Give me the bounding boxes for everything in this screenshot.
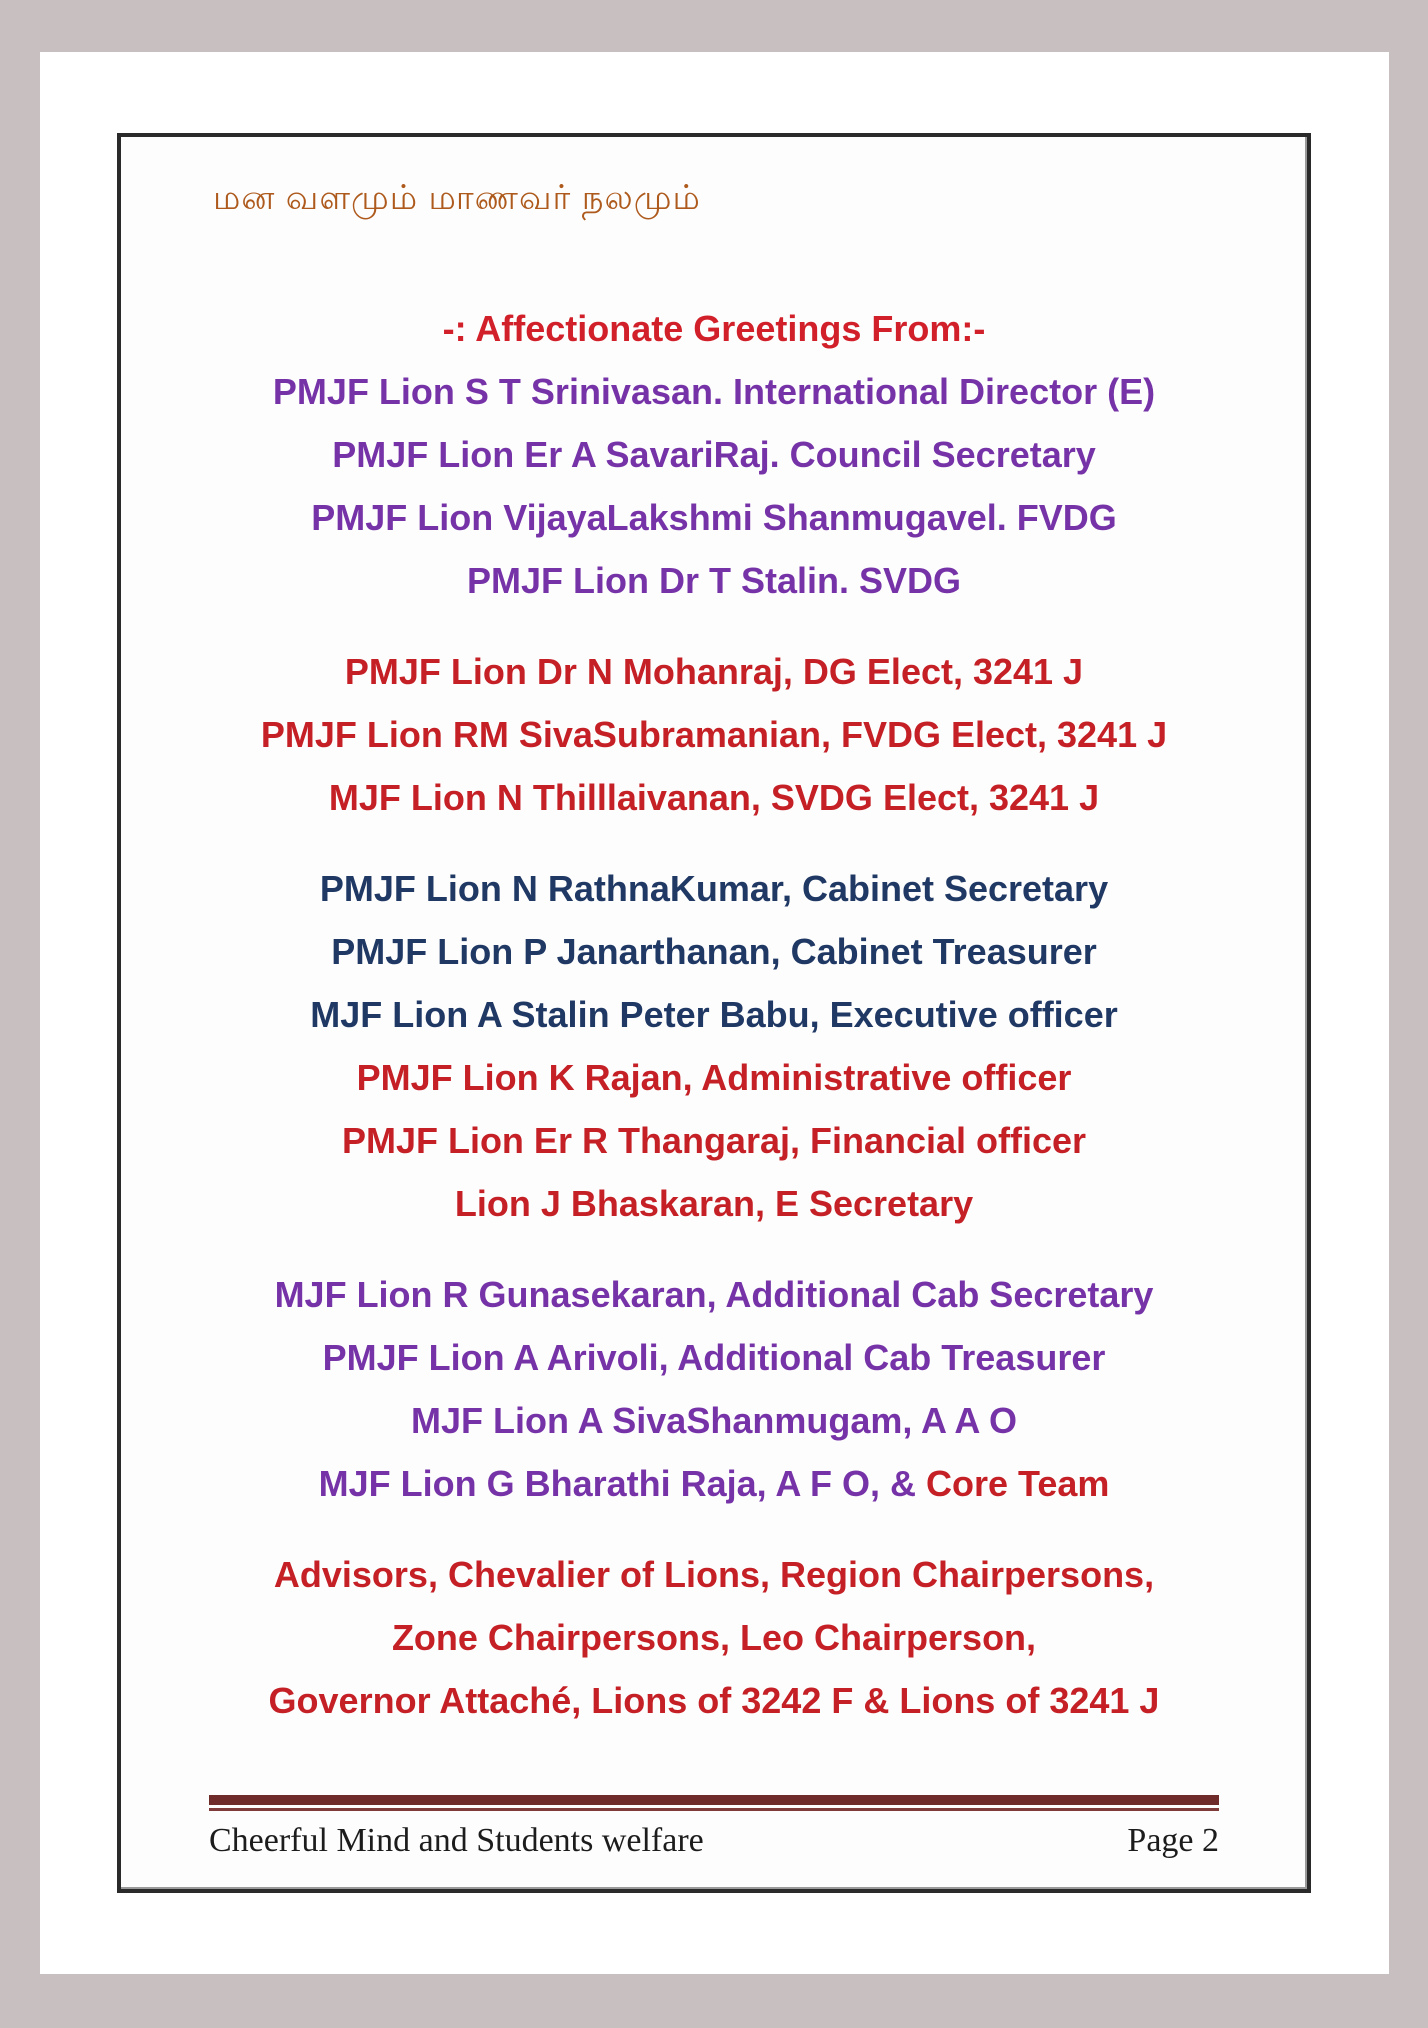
greeting-segment: PMJF Lion VijayaLakshmi Shanmugavel. FVD…	[311, 497, 1117, 538]
greeting-segment: MJF Lion A Stalin Peter Babu, Executive …	[310, 994, 1118, 1035]
greeting-segment: Lion J Bhaskaran, E Secretary	[454, 1183, 974, 1224]
greeting-segment: Governor Attaché, Lions of 3242 F & Lion…	[268, 1680, 1160, 1721]
greeting-segment: MJF Lion A SivaShanmugam, A A O	[410, 1400, 1018, 1441]
greeting-line: MJF Lion A Stalin Peter Babu, Executive …	[121, 983, 1307, 1046]
page-footer: Cheerful Mind and Students welfare Page …	[209, 1795, 1219, 1863]
tamil-header-text: மன வளமும் மாணவர் நலமும்	[213, 179, 701, 217]
greeting-line: PMJF Lion VijayaLakshmi Shanmugavel. FVD…	[121, 486, 1307, 549]
greeting-segment: Advisors, Chevalier of Lions, Region Cha…	[273, 1554, 1155, 1595]
greeting-segment: Core Team	[915, 1463, 1110, 1504]
greeting-segment: PMJF Lion P Janarthanan, Cabinet Treasur…	[331, 931, 1097, 972]
page-border-box: மன வளமும் மாணவர் நலமும் -: Affectionate …	[117, 133, 1311, 1893]
greeting-line: PMJF Lion P Janarthanan, Cabinet Treasur…	[121, 920, 1307, 983]
cabinet-officers-block: PMJF Lion N RathnaKumar, Cabinet Secreta…	[121, 857, 1307, 1235]
greeting-line: MJF Lion N Thilllaivanan, SVDG Elect, 32…	[121, 766, 1307, 829]
greeting-segment: PMJF Lion A Arivoli, Additional Cab Trea…	[322, 1337, 1106, 1378]
greeting-line: PMJF Lion Dr T Stalin. SVDG	[121, 549, 1307, 612]
greeting-segment: PMJF Lion Er R Thangaraj, Financial offi…	[341, 1120, 1087, 1161]
greeting-line: PMJF Lion S T Srinivasan. International …	[121, 360, 1307, 423]
greeting-blocks: -: Affectionate Greetings From:- PMJF Lio…	[121, 297, 1307, 1732]
greeting-line: Advisors, Chevalier of Lions, Region Cha…	[121, 1543, 1307, 1606]
greeting-line: PMJF Lion Dr N Mohanraj, DG Elect, 3241 …	[121, 640, 1307, 703]
greeting-segment: PMJF Lion S T Srinivasan. International …	[272, 371, 1156, 412]
dg-elect-block: PMJF Lion Dr N Mohanraj, DG Elect, 3241 …	[121, 640, 1307, 829]
greeting-segment: PMJF Lion K Rajan, Administrative office…	[356, 1057, 1072, 1098]
greeting-segment: PMJF Lion N RathnaKumar, Cabinet Secreta…	[319, 868, 1109, 909]
greeting-line: MJF Lion G Bharathi Raja, A F O, & Core …	[121, 1452, 1307, 1515]
greeting-segment: -: Affectionate Greetings From:-	[442, 308, 986, 349]
additional-officers-block: MJF Lion R Gunasekaran, Additional Cab S…	[121, 1263, 1307, 1515]
greeting-line: PMJF Lion A Arivoli, Additional Cab Trea…	[121, 1326, 1307, 1389]
greeting-line: PMJF Lion N RathnaKumar, Cabinet Secreta…	[121, 857, 1307, 920]
greeting-line: Lion J Bhaskaran, E Secretary	[121, 1172, 1307, 1235]
greeting-line: MJF Lion A SivaShanmugam, A A O	[121, 1389, 1307, 1452]
greeting-segment: MJF Lion R Gunasekaran, Additional Cab S…	[274, 1274, 1154, 1315]
greeting-line: PMJF Lion RM SivaSubramanian, FVDG Elect…	[121, 703, 1307, 766]
greetings-intro-block: -: Affectionate Greetings From:- PMJF Lio…	[121, 297, 1307, 612]
greeting-line: Zone Chairpersons, Leo Chairperson,	[121, 1606, 1307, 1669]
greeting-line: -: Affectionate Greetings From:-	[121, 297, 1307, 360]
greeting-segment: PMJF Lion Dr T Stalin. SVDG	[466, 560, 962, 601]
greeting-line: PMJF Lion K Rajan, Administrative office…	[121, 1046, 1307, 1109]
greeting-segment: PMJF Lion RM SivaSubramanian, FVDG Elect…	[260, 714, 1168, 755]
advisors-block: Advisors, Chevalier of Lions, Region Cha…	[121, 1543, 1307, 1732]
document-page: மன வளமும் மாணவர் நலமும் -: Affectionate …	[40, 52, 1389, 1974]
greeting-segment: PMJF Lion Er A SavariRaj. Council Secret…	[332, 434, 1096, 475]
greeting-segment: MJF Lion N Thilllaivanan, SVDG Elect, 32…	[328, 777, 1100, 818]
greeting-line: MJF Lion R Gunasekaran, Additional Cab S…	[121, 1263, 1307, 1326]
footer-page-number: Page 2	[1127, 1822, 1219, 1859]
greeting-segment: MJF Lion G Bharathi Raja, A F O, &	[318, 1463, 916, 1504]
footer-divider-rule	[209, 1795, 1219, 1811]
greeting-line: PMJF Lion Er R Thangaraj, Financial offi…	[121, 1109, 1307, 1172]
greeting-line: Governor Attaché, Lions of 3242 F & Lion…	[121, 1669, 1307, 1732]
footer-title: Cheerful Mind and Students welfare	[209, 1822, 704, 1859]
greeting-line: PMJF Lion Er A SavariRaj. Council Secret…	[121, 423, 1307, 486]
greeting-segment: Zone Chairpersons, Leo Chairperson,	[391, 1617, 1037, 1658]
greeting-segment: PMJF Lion Dr N Mohanraj, DG Elect, 3241 …	[344, 651, 1084, 692]
